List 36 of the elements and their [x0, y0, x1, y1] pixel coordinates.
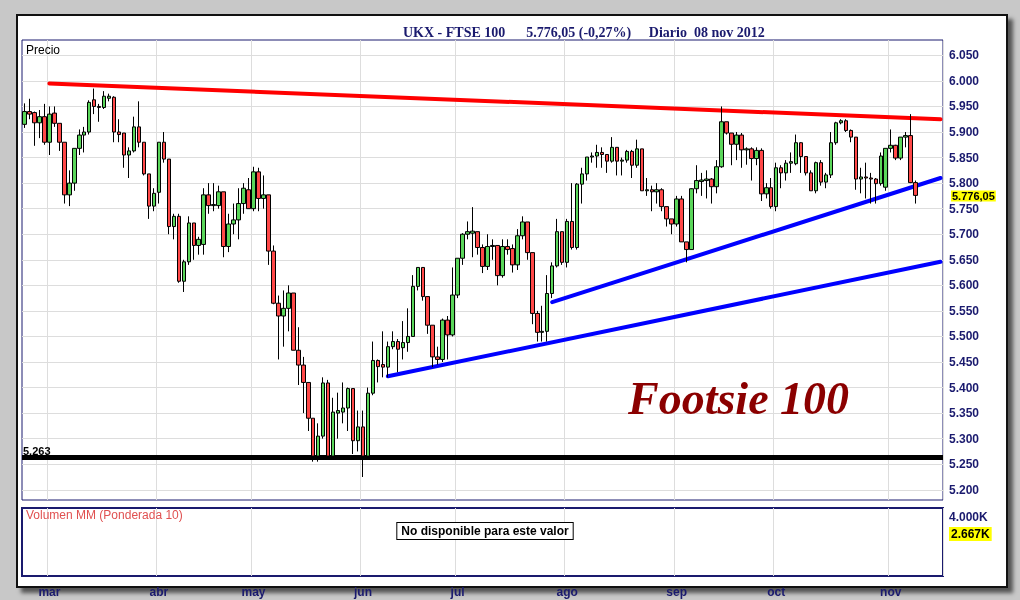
y-tick-label: 5.300	[949, 431, 980, 446]
x-tick-label: oct	[767, 585, 786, 599]
y-tick-label: 5.750	[949, 201, 980, 216]
y-tick-label: 5.450	[949, 355, 980, 369]
y-tick-label: 5.400	[949, 380, 980, 395]
y-tick-label: 5.850	[949, 150, 980, 165]
ref-line-label: 5.263	[23, 445, 51, 458]
x-tick-label: nov	[880, 585, 902, 599]
x-tick-label: jun	[353, 585, 373, 599]
text: 2.667K	[951, 527, 991, 541]
x-tick-label: abr	[149, 585, 169, 599]
y-tick-label: 5.600	[949, 278, 980, 293]
y-tick-label: 5.900	[949, 125, 980, 139]
x-tick-label: ago	[556, 585, 578, 599]
y-tick-label: 5.550	[949, 303, 980, 318]
x-tick-label: mar	[38, 585, 61, 599]
text: 4.000K	[949, 510, 989, 524]
text: Volumen MM (Ponderada 10)	[26, 508, 183, 522]
annotation: Footsie 100	[627, 372, 850, 424]
x-tick-label: sep	[666, 585, 687, 599]
x-tick-label: may	[241, 585, 266, 599]
chart-title: UKX - FTSE 100 5.776,05 (-0,27%) Diario 08 nov 2012	[403, 24, 765, 41]
y-tick-label: 5.350	[949, 406, 980, 421]
y-tick-label: 5.500	[949, 329, 980, 344]
y-tick-label: 6.050	[949, 48, 980, 63]
y-tick-label: 5.250	[949, 457, 980, 472]
text: No disponible para este valor	[401, 524, 570, 538]
text: 5.776,05	[952, 190, 995, 202]
x-tick-label: jul	[449, 585, 465, 599]
y-tick-label: 5.700	[949, 227, 980, 242]
y-tick-label: 5.800	[949, 176, 980, 191]
y-tick-label: 5.650	[949, 252, 980, 267]
y-tick-label: 5.200	[949, 482, 980, 497]
y-axis-title: Precio	[26, 43, 61, 57]
y-tick-label: 6.000	[949, 73, 980, 88]
y-tick-label: 5.950	[949, 99, 980, 114]
